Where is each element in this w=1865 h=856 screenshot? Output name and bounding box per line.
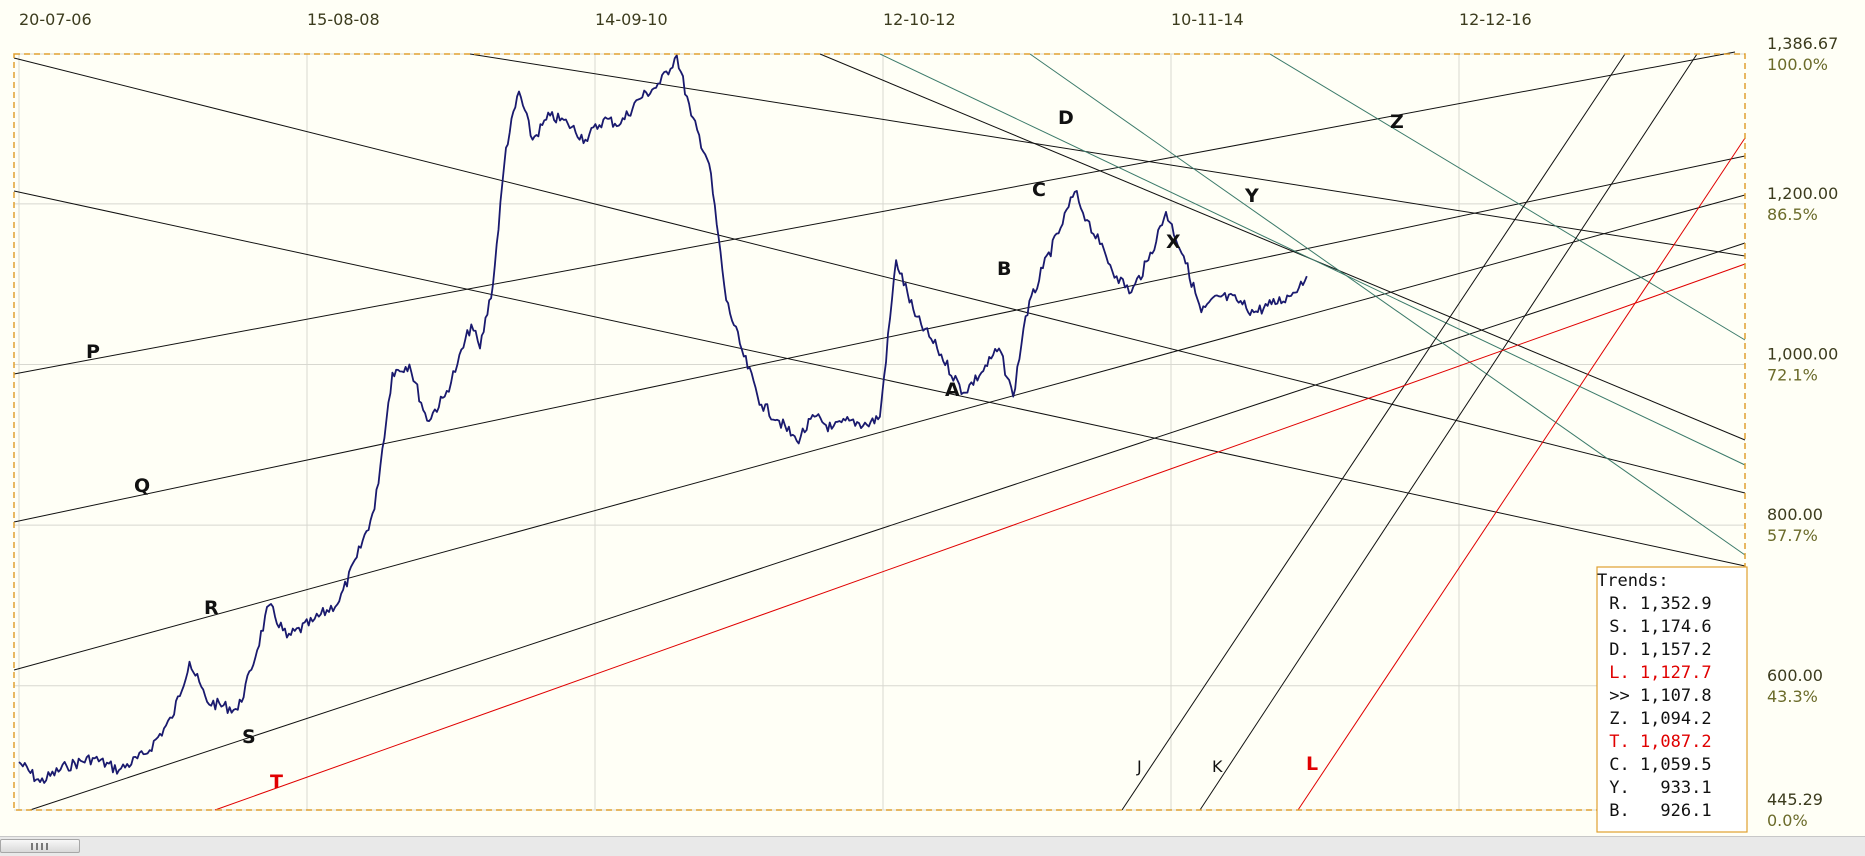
scrollbar-thumb[interactable] (0, 839, 80, 853)
trend-lines (13, 51, 1746, 811)
trend-line (469, 53, 1746, 257)
trend-line (13, 194, 1746, 671)
trend-label-c: C (1032, 179, 1046, 201)
trend-label-r: R (204, 597, 219, 619)
trend-label-y: Y (1244, 185, 1259, 207)
x-tick-label: 12-12-16 (1459, 10, 1532, 29)
trend-label-a: A (945, 379, 960, 401)
trend-label-b: B (997, 258, 1011, 280)
legend-entry: S. 1,174.6 (1599, 617, 1712, 637)
trend-line (13, 155, 1746, 523)
x-tick-label: 12-10-12 (883, 10, 956, 29)
plot-frame (13, 53, 1746, 811)
trend-line (29, 242, 1746, 811)
legend-entry: >> 1,107.8 (1599, 686, 1712, 706)
grip-icon (36, 843, 38, 850)
x-axis-labels: 20-07-06 15-08-08 14-09-10 12-10-12 10-11-14… (19, 10, 1532, 29)
price-line (18, 54, 1308, 784)
legend-entry: C. 1,059.5 (1599, 755, 1712, 775)
x-tick-label: 10-11-14 (1171, 10, 1244, 29)
trend-line-red (1297, 137, 1746, 811)
trend-label-z: Z (1390, 111, 1404, 133)
y-tick-percent-label: 43.3% (1767, 687, 1818, 706)
trend-label-k: K (1212, 757, 1223, 776)
trend-label-q: Q (134, 475, 150, 497)
legend-entry: Z. 1,094.2 (1599, 709, 1712, 729)
y-tick-price-label: 1,386.67 (1767, 34, 1838, 53)
x-tick-label: 14-09-10 (595, 10, 668, 29)
trend-line-labels: P Q R S A B C D X Y Z J K T L (86, 107, 1404, 793)
trends-legend: Trends: R. 1,352.9 S. 1,174.6 D. 1,157.2… (1596, 566, 1748, 833)
legend-entry: D. 1,157.2 (1599, 640, 1712, 660)
y-tick-percent-label: 57.7% (1767, 526, 1818, 545)
gold-price-chart: 20-07-06 15-08-08 14-09-10 12-10-12 10-11-14… (13, 10, 1838, 833)
trend-line (819, 53, 1746, 441)
y-tick-percent-label: 100.0% (1767, 55, 1828, 74)
trend-line (13, 57, 1746, 494)
x-tick-label: 20-07-06 (19, 10, 92, 29)
y-tick-price-label: 1,200.00 (1767, 184, 1838, 203)
trend-label-s: S (242, 726, 256, 748)
legend-entry: Y. 933.1 (1599, 778, 1712, 798)
y-tick-percent-label: 72.1% (1767, 366, 1818, 385)
legend-entry: B. 926.1 (1599, 801, 1712, 821)
trend-line (13, 51, 1736, 375)
price-series (18, 54, 1308, 784)
trend-label-p: P (86, 341, 100, 363)
y-tick-price-label: 445.29 (1767, 790, 1823, 809)
grip-icon (41, 843, 43, 850)
trend-line-teal (879, 53, 1746, 466)
y-tick-percent-label: 86.5% (1767, 205, 1818, 224)
trend-label-d: D (1058, 107, 1074, 129)
y-tick-price-label: 600.00 (1767, 666, 1823, 685)
grip-icon (46, 843, 48, 850)
legend-title: Trends: (1597, 571, 1669, 591)
trend-line-teal (1269, 53, 1746, 341)
trend-line (1121, 53, 1626, 811)
y-axis-labels: 1,386.67 100.0% 1,200.00 86.5% 1,000.00 72.1%… (1767, 34, 1838, 830)
legend-entry: R. 1,352.9 (1599, 594, 1712, 614)
trend-line-red (214, 263, 1746, 811)
legend-box (1596, 566, 1748, 833)
trend-label-j: J (1136, 757, 1142, 776)
legend-entry: L. 1,127.7 (1599, 663, 1712, 683)
grip-icon (31, 843, 33, 850)
legend-entry: T. 1,087.2 (1599, 732, 1712, 752)
x-tick-label: 15-08-08 (307, 10, 380, 29)
y-tick-price-label: 800.00 (1767, 505, 1823, 524)
trend-label-x: X (1166, 231, 1181, 253)
grid-lines (14, 53, 1745, 811)
y-tick-price-label: 1,000.00 (1767, 345, 1838, 364)
trend-line (13, 190, 1746, 567)
y-tick-percent-label: 0.0% (1767, 811, 1808, 830)
trend-label-t: T (270, 771, 283, 793)
trend-line-teal (1029, 53, 1746, 556)
trend-label-l: L (1306, 753, 1318, 775)
horizontal-scrollbar[interactable] (0, 836, 1865, 856)
trend-line (1199, 53, 1698, 811)
